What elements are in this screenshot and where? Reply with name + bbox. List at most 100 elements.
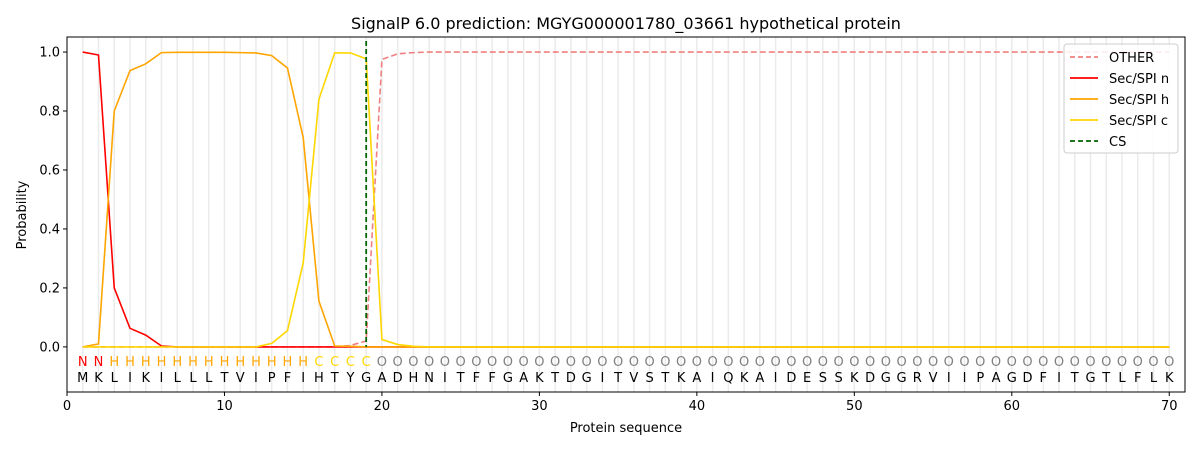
residue-letter: V xyxy=(629,371,638,386)
region-label: N xyxy=(94,355,104,370)
x-tick-label: 20 xyxy=(374,399,391,414)
residue-letter: I xyxy=(301,371,305,386)
legend-label: Sec/SPI h xyxy=(1109,93,1169,108)
residue-letter: A xyxy=(519,371,528,386)
region-label: O xyxy=(471,355,481,370)
legend-box xyxy=(1063,43,1179,154)
residue-letter: G xyxy=(1085,371,1095,386)
region-label: O xyxy=(566,355,576,370)
region-label: O xyxy=(707,355,717,370)
x-tick-label: 0 xyxy=(63,399,71,414)
residue-letter: K xyxy=(1165,371,1174,386)
residue-letter: I xyxy=(963,371,967,386)
region-label: H xyxy=(125,355,135,370)
residue-letter: T xyxy=(330,371,339,386)
residue-letter: I xyxy=(443,371,447,386)
residue-letter: A xyxy=(377,371,386,386)
region-label: O xyxy=(660,355,670,370)
region-label: O xyxy=(534,355,544,370)
x-tick-label: 50 xyxy=(846,399,863,414)
residue-letter: G xyxy=(881,371,891,386)
residue-letter: M xyxy=(77,371,88,386)
region-label: O xyxy=(1054,355,1064,370)
residue-letter: I xyxy=(711,371,715,386)
region-label: H xyxy=(235,355,245,370)
series-line-other xyxy=(82,51,1170,348)
residue-letter: S xyxy=(819,371,827,386)
region-label: O xyxy=(881,355,891,370)
region-label: H xyxy=(188,355,198,370)
residue-letter: I xyxy=(600,371,604,386)
residue-letter: T xyxy=(613,371,622,386)
residue-letter: N xyxy=(424,371,434,386)
residue-letter: V xyxy=(929,371,938,386)
residue-letter: K xyxy=(850,371,859,386)
region-label: O xyxy=(802,355,812,370)
region-label: O xyxy=(739,355,749,370)
region-label: O xyxy=(1085,355,1095,370)
region-label: H xyxy=(157,355,167,370)
residue-letter: F xyxy=(284,371,291,386)
residue-letter: L xyxy=(174,371,182,386)
region-label: O xyxy=(503,355,513,370)
region-label: O xyxy=(629,355,639,370)
region-label: H xyxy=(220,355,230,370)
residue-letter: G xyxy=(897,371,907,386)
residue-letter: K xyxy=(141,371,150,386)
region-label: O xyxy=(519,355,529,370)
residue-letter: K xyxy=(535,371,544,386)
residue-letter: R xyxy=(913,371,922,386)
region-label: H xyxy=(204,355,214,370)
residue-letter: I xyxy=(160,371,164,386)
region-label: H xyxy=(172,355,182,370)
x-tick-label: 40 xyxy=(689,399,706,414)
residue-letter: D xyxy=(393,371,403,386)
legend-label: CS xyxy=(1109,135,1126,150)
region-label: O xyxy=(1022,355,1032,370)
region-label: O xyxy=(1007,355,1017,370)
region-label: O xyxy=(818,355,828,370)
residue-letter: S xyxy=(645,371,653,386)
residue-letter: G xyxy=(361,371,371,386)
region-label: O xyxy=(393,355,403,370)
residue-letter: I xyxy=(1057,371,1061,386)
region-label: O xyxy=(896,355,906,370)
region-label: O xyxy=(944,355,954,370)
region-label: C xyxy=(362,355,371,370)
residue-letter: L xyxy=(205,371,213,386)
region-label: O xyxy=(723,355,733,370)
region-label: H xyxy=(267,355,277,370)
region-label: O xyxy=(1164,355,1174,370)
region-label: O xyxy=(912,355,922,370)
residue-letter: F xyxy=(488,371,495,386)
residue-letter: T xyxy=(219,371,228,386)
residue-letter: T xyxy=(660,371,669,386)
region-label: O xyxy=(487,355,497,370)
region-label: O xyxy=(1070,355,1080,370)
region-label: O xyxy=(786,355,796,370)
residue-letter: T xyxy=(550,371,559,386)
residue-letter: K xyxy=(740,371,749,386)
region-label: O xyxy=(1117,355,1127,370)
region-label: O xyxy=(645,355,655,370)
region-label: O xyxy=(377,355,387,370)
residue-letter: T xyxy=(1070,371,1079,386)
residue-letter: D xyxy=(786,371,796,386)
residue-letter: P xyxy=(976,371,984,386)
residue-letter: T xyxy=(1101,371,1110,386)
y-tick-label: 0.4 xyxy=(39,222,60,237)
region-label: O xyxy=(1101,355,1111,370)
y-tick-label: 0.2 xyxy=(39,281,60,296)
legend-label: OTHER xyxy=(1109,51,1154,66)
residue-letter: P xyxy=(268,371,276,386)
residue-letter: D xyxy=(865,371,875,386)
region-label: H xyxy=(283,355,293,370)
residue-letter: I xyxy=(774,371,778,386)
region-label: N xyxy=(78,355,88,370)
y-tick-label: 0.0 xyxy=(39,340,60,355)
residue-letter: H xyxy=(409,371,419,386)
region-label: O xyxy=(833,355,843,370)
region-label: O xyxy=(424,355,434,370)
